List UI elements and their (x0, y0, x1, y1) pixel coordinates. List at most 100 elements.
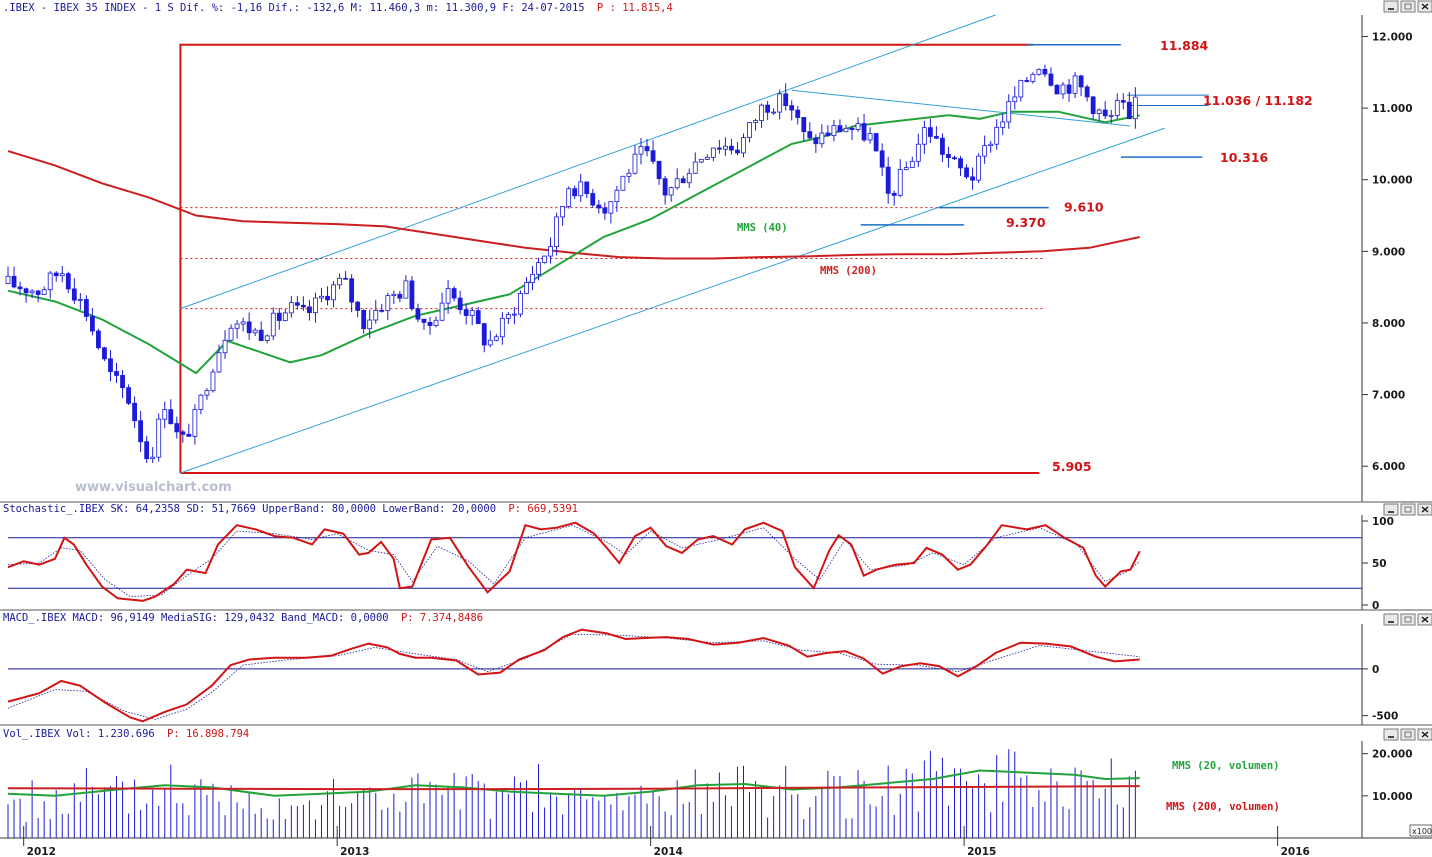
candle-body (499, 317, 505, 338)
candle-body (879, 150, 885, 168)
candle-body (958, 158, 963, 169)
macd-tick-label: -500 (1372, 711, 1398, 723)
candle-body (210, 371, 216, 392)
candle-body (59, 273, 65, 277)
candle-body (837, 125, 843, 133)
price-header-tail: P : 11.815,4 (597, 2, 673, 14)
candle-body (132, 402, 138, 422)
candle-body (735, 149, 740, 154)
candle-body (861, 123, 867, 141)
candle-body (17, 286, 23, 290)
price-level-labels: 11.884 11.036 / 11.182 10.316 9.610 9.370 5.9… (737, 38, 1313, 474)
candle-body (1018, 80, 1024, 98)
close-icon (1421, 3, 1429, 10)
candle-body (692, 161, 698, 174)
panel-restore-button[interactable] (1400, 0, 1416, 13)
candle-body (909, 160, 915, 168)
stochastic-panel[interactable]: 0 50 100 (0, 515, 1432, 612)
candle-body (439, 302, 445, 321)
candle-body (1114, 100, 1120, 116)
candle-body (114, 371, 119, 376)
volume-panel[interactable]: 10.000 20.000 x100 (0, 741, 1432, 839)
watermark: www.visualchart.com (75, 480, 232, 495)
candle-body (1012, 96, 1018, 103)
macd-tick-label: 0 (1372, 664, 1379, 676)
candle-body (801, 117, 807, 133)
candle-body (216, 352, 222, 373)
volume-plot: 10.000 20.000 (7, 749, 1413, 838)
candle-body (361, 310, 367, 330)
candle-body (71, 288, 77, 301)
candle-body (108, 358, 113, 372)
candle-body (518, 293, 523, 315)
candle-body (469, 310, 475, 316)
candle-body (174, 423, 180, 433)
price-panel[interactable]: 6.000 7.000 8.000 9.000 10.000 11.000 12.000 1… (0, 14, 1432, 503)
candle-body (927, 127, 933, 137)
candle-body (29, 290, 35, 294)
panel-restore-button[interactable] (1400, 503, 1416, 516)
candle-body (674, 178, 680, 189)
candle-body (403, 280, 409, 299)
candle-body (976, 155, 982, 181)
candle-body (891, 192, 897, 196)
x-tick-label: 2013 (340, 846, 369, 857)
candle-body (192, 409, 198, 437)
stochastic-header: Stochastic_.IBEX SK: 64,2358 SD: 51,7669… (3, 503, 578, 515)
panel-restore-button[interactable] (1400, 728, 1416, 741)
panel-restore-button[interactable] (1400, 613, 1416, 626)
candle-body (144, 441, 150, 460)
candle-body (897, 169, 903, 196)
candle-body (536, 262, 541, 275)
candle-body (90, 316, 95, 332)
candle-body (723, 145, 728, 150)
candle-body (566, 188, 572, 207)
wedge-line (791, 89, 1131, 127)
candle-body (1036, 68, 1042, 75)
price-tick-label: 7.000 (1372, 390, 1405, 402)
stoch-tick-label: 100 (1372, 516, 1394, 528)
candle-body (524, 282, 529, 294)
panel-close-button[interactable] (1417, 728, 1432, 741)
candle-body (946, 154, 951, 159)
panel-minimize-button[interactable] (1383, 503, 1399, 516)
volume-header: Vol_.IBEX Vol: 1.230.696 P: 16.898.794 (3, 728, 249, 740)
candle-body (632, 153, 638, 174)
close-icon (1421, 731, 1429, 738)
candle-body (276, 312, 282, 321)
panel-close-button[interactable] (1417, 613, 1432, 626)
macd-line (7, 628, 1140, 723)
vol-tick-label: 10.000 (1372, 791, 1413, 803)
candle-body (138, 420, 144, 443)
candle-body (186, 433, 192, 437)
panel-close-button[interactable] (1417, 503, 1432, 516)
candle-body (873, 133, 879, 152)
panel-minimize-button[interactable] (1383, 728, 1399, 741)
candle-body (602, 207, 608, 214)
candle-body (258, 329, 264, 341)
candle-body (379, 309, 385, 312)
candle-body (493, 336, 499, 341)
candle-body (716, 147, 722, 150)
panel-window-buttons[interactable] (1383, 0, 1432, 741)
candle-body (1084, 86, 1090, 98)
panel-minimize-button[interactable] (1383, 613, 1399, 626)
candle-body (505, 314, 511, 319)
stoch-sk-line (7, 521, 1141, 602)
candle-body (710, 147, 716, 158)
macd-panel[interactable]: -500 0 (0, 624, 1432, 726)
candle-body (47, 272, 53, 291)
candle-body (807, 131, 813, 139)
price-tick-label: 12.000 (1372, 31, 1413, 43)
candle-body (427, 322, 433, 326)
vol-tick-label: 20.000 (1372, 749, 1413, 761)
panel-close-button[interactable] (1417, 0, 1432, 13)
candle-body (102, 347, 107, 360)
candle-body (988, 143, 994, 147)
candle-body (1042, 68, 1048, 75)
panel-minimize-button[interactable] (1383, 0, 1399, 13)
stochastic-plot: 0 50 100 (7, 516, 1394, 612)
x-tick-label: 2016 (1281, 846, 1310, 857)
candle-body (626, 172, 632, 177)
candle-body (313, 297, 318, 314)
